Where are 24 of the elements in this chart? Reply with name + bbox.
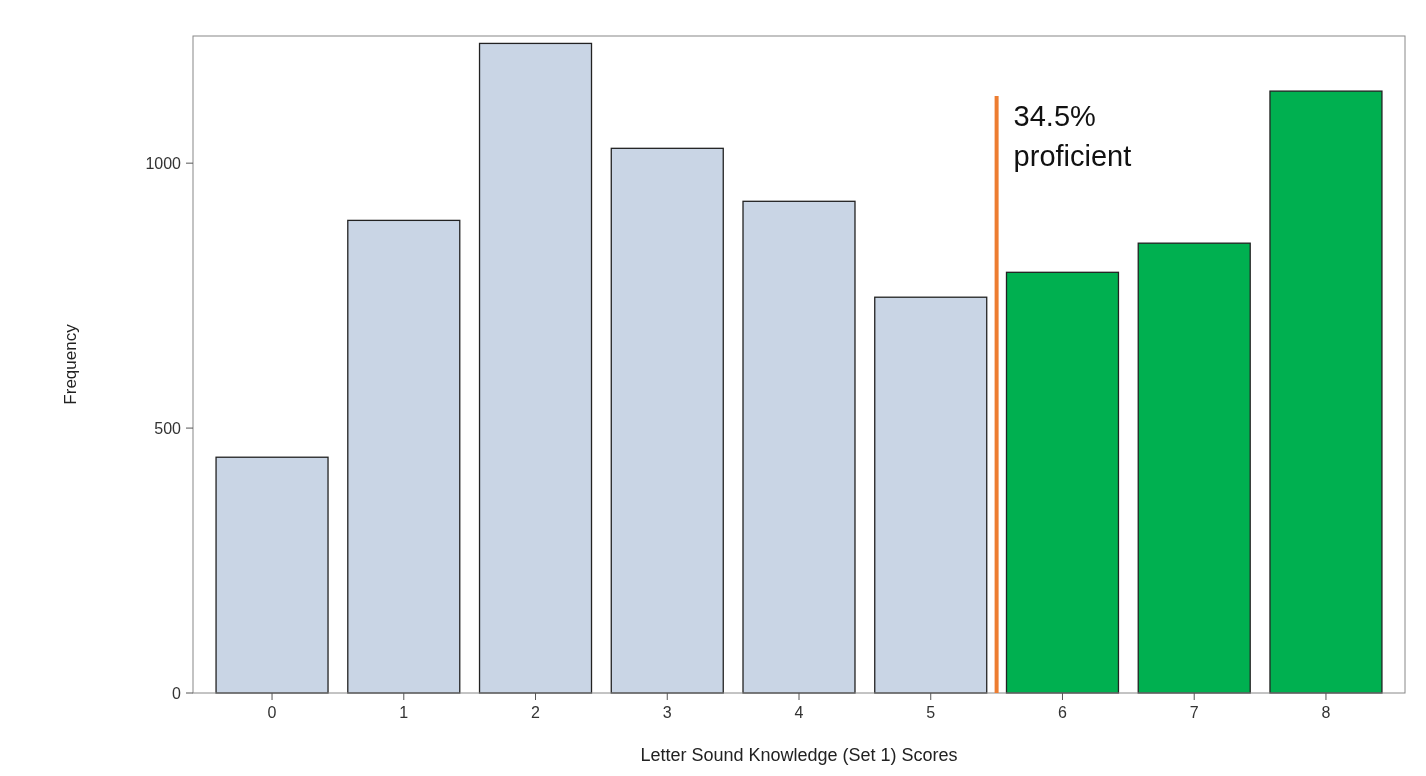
- bar: [1269, 90, 1383, 694]
- x-tick-label: 1: [399, 704, 409, 721]
- bar: [742, 200, 856, 694]
- x-tick-label: 0: [267, 704, 277, 721]
- x-tick-label: 4: [794, 704, 804, 721]
- y-tick-label: 1000: [145, 154, 182, 172]
- x-tick-label: 5: [926, 704, 936, 721]
- bar: [1137, 242, 1251, 694]
- ref-line-label: 34.5% proficient: [1013, 100, 1132, 172]
- bar: [347, 219, 461, 694]
- y-axis-title: Frequency: [61, 323, 80, 405]
- y-tick-label: 0: [172, 684, 182, 702]
- bar: [874, 296, 988, 694]
- x-tick-label: 7: [1189, 704, 1199, 721]
- x-tick-label: 2: [531, 704, 541, 721]
- bar: [610, 147, 724, 694]
- bar: [215, 456, 329, 694]
- y-tick-label: 500: [154, 419, 182, 437]
- x-tick-label: 8: [1321, 704, 1331, 721]
- bar: [478, 42, 593, 694]
- x-tick-label: 3: [662, 704, 672, 721]
- bar: [1005, 271, 1120, 694]
- x-axis-title: Letter Sound Knowledge (Set 1) Scores: [640, 745, 958, 765]
- x-tick-label: 6: [1058, 704, 1068, 721]
